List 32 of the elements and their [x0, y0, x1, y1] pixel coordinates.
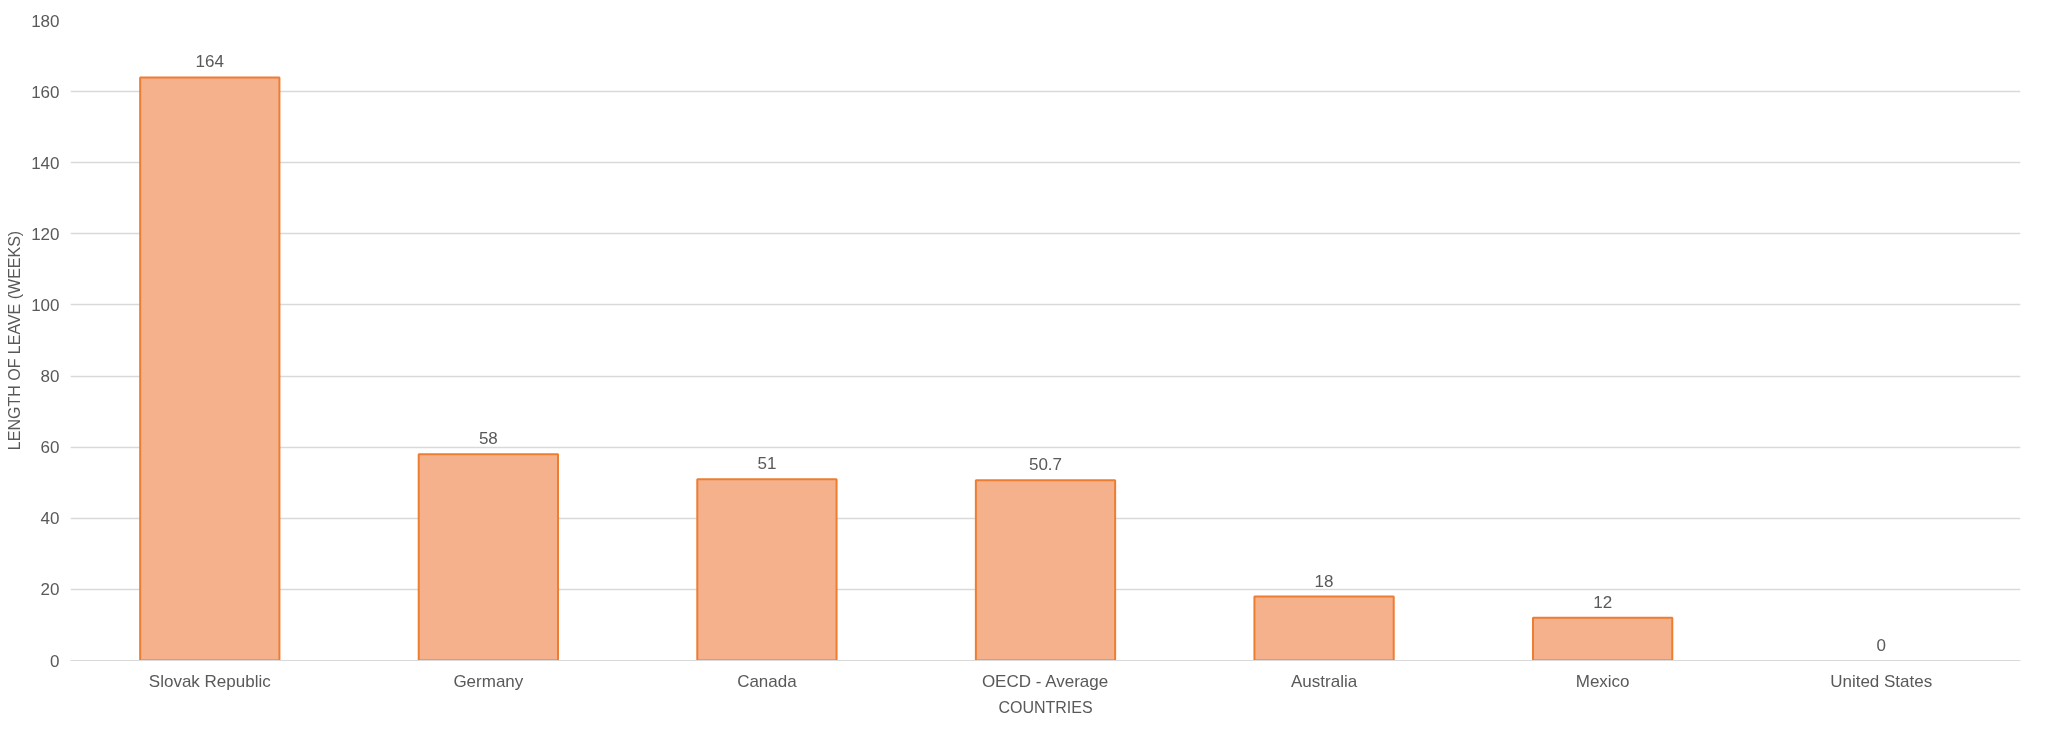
bar [696, 478, 838, 661]
bar [1532, 616, 1674, 661]
x-tick-label: Germany [453, 671, 524, 691]
y-tick-label: 20 [40, 580, 60, 600]
x-tick-label: Canada [737, 671, 798, 691]
data-label: 0 [1876, 635, 1886, 655]
bar [974, 479, 1117, 661]
y-tick-label: 0 [50, 651, 60, 671]
y-tick-label: 140 [31, 153, 60, 173]
x-tick-label: Mexico [1575, 671, 1630, 691]
y-tick-label: 120 [31, 224, 60, 244]
bar [139, 76, 281, 661]
data-label: 50.7 [1028, 455, 1063, 475]
x-tick-label: United States [1830, 671, 1933, 691]
data-label: 12 [1593, 592, 1613, 612]
x-tick-label: Australia [1291, 671, 1358, 691]
data-label: 58 [478, 429, 498, 449]
bar [1253, 595, 1395, 661]
x-axis-title: COUNTRIES [998, 698, 1093, 716]
y-axis-title: LENGTH OF LEAVE (WEEKS) [6, 230, 24, 451]
y-tick-label: 40 [40, 509, 60, 529]
data-label: 51 [757, 454, 777, 474]
y-tick-label: 60 [40, 438, 60, 458]
data-label: 18 [1314, 571, 1334, 591]
y-tick-label: 160 [31, 82, 60, 102]
data-label: 164 [195, 52, 224, 72]
x-tick-label: OECD - Average [981, 671, 1109, 691]
y-tick-label: 180 [31, 11, 60, 31]
x-tick-label: Slovak Republic [148, 671, 272, 691]
y-tick-label: 80 [40, 367, 60, 387]
y-tick-label: 100 [31, 295, 60, 315]
bar [417, 453, 559, 661]
